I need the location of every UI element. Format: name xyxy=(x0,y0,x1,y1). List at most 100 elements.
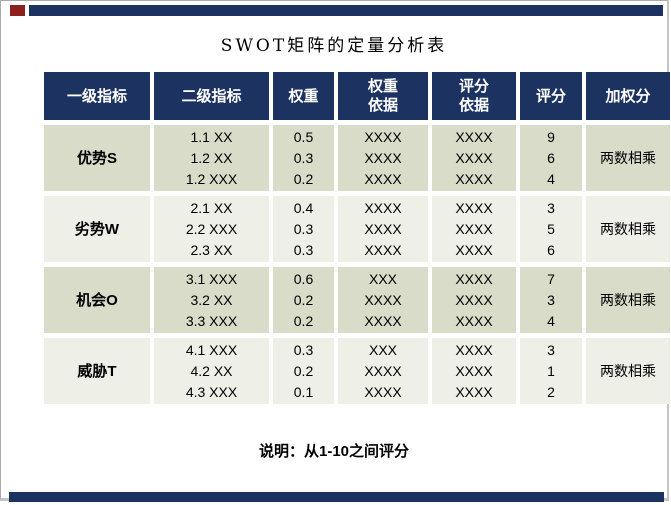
weights-line: 0.6 xyxy=(293,270,314,287)
header-line: 加权分 xyxy=(605,87,651,105)
score-cell: 3 1 2 xyxy=(520,338,582,404)
category-cell: 优势S xyxy=(44,125,150,191)
items-line: 3.3 XXX xyxy=(185,312,238,329)
sub-indicator-cell: 3.1 XXX 3.2 XX 3.3 XXX xyxy=(154,267,269,333)
weights-line: 0.4 xyxy=(293,199,314,216)
weight-basis-line: XXXX xyxy=(364,362,402,379)
score-basis-line: XXXX xyxy=(455,220,493,237)
score-basis-line: XXXX xyxy=(455,341,493,358)
weighted-score-cell: 两数相乘 xyxy=(586,338,670,404)
weight-cell: 0.3 0.2 0.1 xyxy=(273,338,334,404)
items-line: 1.1 XX xyxy=(190,128,233,145)
weighted-score-header: 加权分 xyxy=(586,72,670,120)
scores-line: 3 xyxy=(547,199,555,216)
header-line: 权重 xyxy=(288,87,319,105)
note-text: 说明：从1-10之间评分 xyxy=(258,443,410,460)
primary-indicator-header: 一级指标 xyxy=(44,72,150,120)
weight-cell: 0.4 0.3 0.3 xyxy=(273,196,334,262)
sub-indicator-cell: 2.1 XX 2.2 XXX 2.3 XX xyxy=(154,196,269,262)
top-navy-bar xyxy=(29,5,663,16)
weight-basis-line: XXXX xyxy=(364,291,402,308)
page-title: SWOT矩阵的定量分析表 xyxy=(220,36,448,56)
weights-line: 0.2 xyxy=(293,362,314,379)
score-basis-cell: XXXX XXXX XXXX xyxy=(432,125,516,191)
header-line: 评分 xyxy=(458,78,489,95)
weights-line: 0.3 xyxy=(293,341,314,358)
scores-line: 3 xyxy=(547,291,555,308)
scores-line: 3 xyxy=(547,341,555,358)
weighted-score-cell: 两数相乘 xyxy=(586,125,670,191)
scores-line: 9 xyxy=(547,128,555,145)
weight-basis-line: XXXX xyxy=(364,383,402,400)
score-basis-line: XXXX xyxy=(455,291,493,308)
score-basis-line: XXXX xyxy=(455,383,493,400)
score-basis-header: 评分 依据 xyxy=(432,72,516,120)
scores-line: 1 xyxy=(547,362,555,379)
score-basis-line: XXXX xyxy=(455,270,493,287)
weights-line: 0.3 xyxy=(293,149,314,166)
weight-basis-cell: XXXX XXXX XXXX xyxy=(338,196,428,262)
weights-line: 0.1 xyxy=(293,383,314,400)
scores-line: 6 xyxy=(547,241,555,258)
bottom-navy-bar xyxy=(9,492,664,502)
items-line: 4.2 XX xyxy=(190,362,233,379)
weight-basis-line: XXXX xyxy=(364,149,402,166)
weight-basis-line: XXXX xyxy=(364,220,402,237)
category-cell: 机会O xyxy=(44,267,150,333)
score-basis-cell: XXXX XXXX XXXX xyxy=(432,267,516,333)
weights-line: 0.2 xyxy=(293,312,314,329)
weight-basis-line: XXXX xyxy=(364,312,402,329)
scores-line: 4 xyxy=(547,170,555,187)
weight-basis-cell: XXX XXXX XXXX xyxy=(338,338,428,404)
weight-basis-cell: XXXX XXXX XXXX xyxy=(338,125,428,191)
items-line: 3.1 XXX xyxy=(185,270,238,287)
scores-line: 4 xyxy=(547,312,555,329)
items-line: 4.1 XXX xyxy=(185,341,238,358)
weights-line: 0.2 xyxy=(293,170,314,187)
weight-cell: 0.5 0.3 0.2 xyxy=(273,125,334,191)
top-left-red-mark xyxy=(10,5,25,16)
score-basis-line: XXXX xyxy=(455,170,493,187)
header-line: 权重 xyxy=(367,78,398,95)
weights-line: 0.5 xyxy=(293,128,314,145)
swot-quantitative-table: 一级指标 二级指标 权重 权重 依据 评分 依据 评分 加权分 优势S 1.1 XX 1.2 XX 1.… xyxy=(44,72,670,404)
weight-basis-line: XXX xyxy=(368,341,397,358)
score-cell: 3 5 6 xyxy=(520,196,582,262)
weighted-score-cell: 两数相乘 xyxy=(586,267,670,333)
category-cell: 威胁T xyxy=(44,338,150,404)
items-line: 2.1 XX xyxy=(190,199,233,216)
header-line: 依据 xyxy=(458,97,489,114)
weights-line: 0.3 xyxy=(293,241,314,258)
sub-indicator-cell: 4.1 XXX 4.2 XX 4.3 XXX xyxy=(154,338,269,404)
weight-basis-line: XXX xyxy=(368,270,397,287)
score-basis-line: XXXX xyxy=(455,312,493,329)
score-basis-line: XXXX xyxy=(455,128,493,145)
score-basis-line: XXXX xyxy=(455,149,493,166)
weights-line: 0.2 xyxy=(293,291,314,308)
secondary-indicator-header: 二级指标 xyxy=(154,72,269,120)
weight-basis-header: 权重 依据 xyxy=(338,72,428,120)
weight-cell: 0.6 0.2 0.2 xyxy=(273,267,334,333)
header-line: 二级指标 xyxy=(181,87,242,105)
header-line: 评分 xyxy=(535,87,566,105)
weights-line: 0.3 xyxy=(293,220,314,237)
header-line: 一级指标 xyxy=(66,87,127,105)
weight-header: 权重 xyxy=(273,72,334,120)
score-basis-cell: XXXX XXXX XXXX xyxy=(432,338,516,404)
score-header: 评分 xyxy=(520,72,582,120)
items-line: 3.2 XX xyxy=(190,291,233,308)
weight-basis-cell: XXX XXXX XXXX xyxy=(338,267,428,333)
items-line: 1.2 XX xyxy=(190,149,233,166)
sub-indicator-cell: 1.1 XX 1.2 XX 1.2 XXX xyxy=(154,125,269,191)
scores-line: 6 xyxy=(547,149,555,166)
score-basis-line: XXXX xyxy=(455,199,493,216)
score-cell: 7 3 4 xyxy=(520,267,582,333)
scores-line: 5 xyxy=(547,220,555,237)
items-line: 2.3 XX xyxy=(190,241,233,258)
score-basis-cell: XXXX XXXX XXXX xyxy=(432,196,516,262)
scores-line: 7 xyxy=(547,270,555,287)
score-basis-line: XXXX xyxy=(455,241,493,258)
weight-basis-line: XXXX xyxy=(364,199,402,216)
items-line: 2.2 XXX xyxy=(185,220,238,237)
